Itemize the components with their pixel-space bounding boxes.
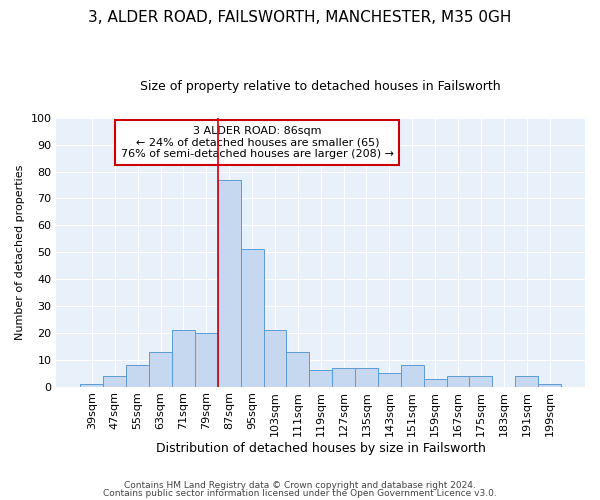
Bar: [401, 365, 424, 386]
Bar: [218, 180, 241, 386]
Bar: [355, 368, 378, 386]
Bar: [80, 384, 103, 386]
Bar: [263, 330, 286, 386]
Text: 3 ALDER ROAD: 86sqm
← 24% of detached houses are smaller (65)
76% of semi-detach: 3 ALDER ROAD: 86sqm ← 24% of detached ho…: [121, 126, 394, 159]
Bar: [103, 376, 126, 386]
Bar: [286, 352, 309, 386]
Bar: [309, 370, 332, 386]
Text: Contains public sector information licensed under the Open Government Licence v3: Contains public sector information licen…: [103, 488, 497, 498]
Bar: [424, 378, 446, 386]
Bar: [149, 352, 172, 386]
Text: 3, ALDER ROAD, FAILSWORTH, MANCHESTER, M35 0GH: 3, ALDER ROAD, FAILSWORTH, MANCHESTER, M…: [88, 10, 512, 25]
Bar: [469, 376, 493, 386]
Y-axis label: Number of detached properties: Number of detached properties: [15, 164, 25, 340]
Bar: [195, 333, 218, 386]
Bar: [446, 376, 469, 386]
Bar: [378, 373, 401, 386]
Bar: [515, 376, 538, 386]
Text: Contains HM Land Registry data © Crown copyright and database right 2024.: Contains HM Land Registry data © Crown c…: [124, 481, 476, 490]
Bar: [172, 330, 195, 386]
X-axis label: Distribution of detached houses by size in Failsworth: Distribution of detached houses by size …: [156, 442, 485, 455]
Bar: [332, 368, 355, 386]
Bar: [241, 250, 263, 386]
Bar: [126, 365, 149, 386]
Title: Size of property relative to detached houses in Failsworth: Size of property relative to detached ho…: [140, 80, 501, 93]
Bar: [538, 384, 561, 386]
